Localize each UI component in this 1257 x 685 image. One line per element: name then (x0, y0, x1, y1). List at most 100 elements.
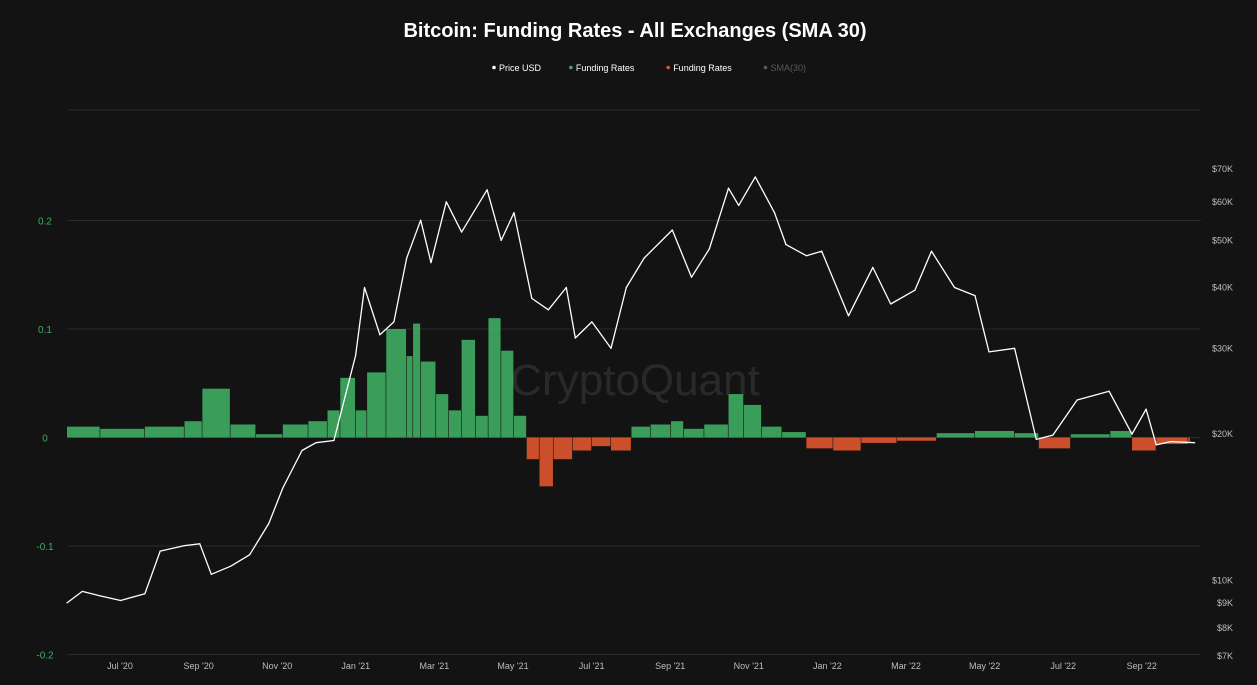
price-point (461, 231, 463, 233)
price-point (930, 250, 933, 252)
y-left-tick-label: -0.1 (36, 542, 54, 553)
price-point (1052, 434, 1054, 436)
price-point (430, 262, 432, 264)
price-point (565, 286, 567, 289)
x-tick-label: Jul '22 (1050, 661, 1076, 671)
funding-bar-positive (202, 388, 230, 438)
funding-bar-negative (861, 437, 897, 443)
price-point (785, 244, 787, 246)
price-point (531, 297, 533, 299)
price-point (610, 347, 612, 349)
price-point (773, 212, 776, 214)
x-tick-label: Jul '20 (107, 661, 133, 671)
funding-bar-positive (488, 318, 501, 438)
chart-legend[interactable]: Price USD Funding Rates Funding Rates SMA(3… (492, 63, 806, 73)
legend-item-2[interactable]: Funding Rates (569, 63, 635, 73)
price-point (671, 229, 673, 231)
price-point (1131, 433, 1133, 435)
funding-bar-positive (650, 424, 671, 438)
price-point (914, 289, 916, 291)
x-tick-label: Sep '22 (1127, 661, 1157, 671)
funding-bar-positive (782, 432, 806, 438)
price-point (1169, 440, 1171, 443)
funding-bar-positive (436, 394, 449, 438)
price-point (847, 315, 850, 317)
legend-label: Funding Rates (576, 63, 635, 73)
price-point (393, 321, 395, 323)
y-right-tick-label: $30K (1212, 343, 1233, 353)
price-point (1013, 347, 1016, 349)
x-tick-label: Mar '21 (420, 661, 450, 671)
funding-bar-positive (448, 410, 462, 438)
x-tick-label: Jan '22 (813, 661, 842, 671)
price-point (183, 545, 186, 547)
funding-bar-positive (475, 415, 488, 438)
y-left-tick-label: 0 (42, 434, 48, 445)
price-point (690, 276, 693, 278)
y-right-tick-label: $50K (1212, 235, 1233, 245)
funding-bar-positive (704, 424, 728, 438)
legend-item-3[interactable]: Funding Rates (666, 63, 732, 73)
price-point (974, 295, 976, 297)
price-point (363, 286, 366, 289)
y-right-tick-label: $60K (1212, 197, 1233, 207)
funding-bar-positive (974, 430, 1014, 438)
price-point (625, 286, 627, 289)
price-usd-line (66, 176, 1195, 604)
price-point (379, 334, 381, 336)
price-point (1145, 408, 1147, 410)
funding-bar-positive (1110, 430, 1132, 438)
price-point (120, 599, 122, 602)
funding-bar-negative (553, 437, 573, 460)
funding-bar-positive (308, 421, 327, 438)
funding-bar-positive (671, 421, 684, 438)
price-point (727, 187, 730, 189)
funding-bar-positive (420, 361, 436, 438)
y-left-tick-label: 0.2 (38, 217, 52, 228)
x-tick-label: Jul '21 (579, 661, 605, 671)
price-point (486, 189, 488, 191)
funding-bar-negative (1188, 437, 1190, 442)
price-point (268, 522, 270, 525)
price-point (406, 257, 408, 259)
y-right-tick-label: $8K (1217, 623, 1233, 633)
x-tick-label: Mar '22 (891, 661, 921, 671)
cryptoquant-watermark: CryptoQuant (510, 356, 759, 405)
legend-label: Price USD (499, 63, 542, 73)
funding-bar-positive (256, 434, 283, 438)
y-right-tick-label: $40K (1212, 283, 1233, 293)
price-point (81, 590, 83, 593)
price-point (953, 286, 956, 289)
funding-bar-negative (806, 437, 833, 449)
legend-item-1[interactable]: Price USD (492, 63, 542, 73)
funding-bar-positive (144, 426, 184, 438)
price-point (229, 565, 232, 567)
funding-bar-negative (897, 437, 937, 441)
funding-bar-negative (833, 437, 861, 451)
funding-bar-positive (184, 421, 202, 438)
funding-rate-bars (67, 318, 1190, 487)
y-right-tick-label: $20K (1212, 429, 1233, 439)
price-point (282, 487, 284, 489)
y-axis-left: 0.2 0.1 0 -0.1 -0.2 (36, 217, 54, 662)
y-left-tick-label: -0.2 (36, 651, 54, 662)
legend-item-4[interactable]: SMA(30) (763, 63, 806, 73)
price-point (420, 219, 422, 221)
price-point (738, 204, 740, 206)
price-point (643, 257, 645, 259)
legend-marker (492, 65, 496, 70)
price-point (890, 303, 892, 305)
price-point (754, 176, 756, 178)
funding-bar-positive (743, 404, 762, 438)
price-point (333, 439, 335, 442)
price-point (445, 201, 447, 203)
funding-bar-positive (406, 356, 413, 438)
funding-bar-negative (591, 437, 611, 447)
price-point (591, 321, 593, 323)
price-point (1155, 444, 1157, 446)
funding-bar-positive (936, 433, 975, 438)
funding-bar-positive (513, 415, 527, 438)
price-point (872, 266, 874, 268)
price-point (249, 554, 251, 556)
